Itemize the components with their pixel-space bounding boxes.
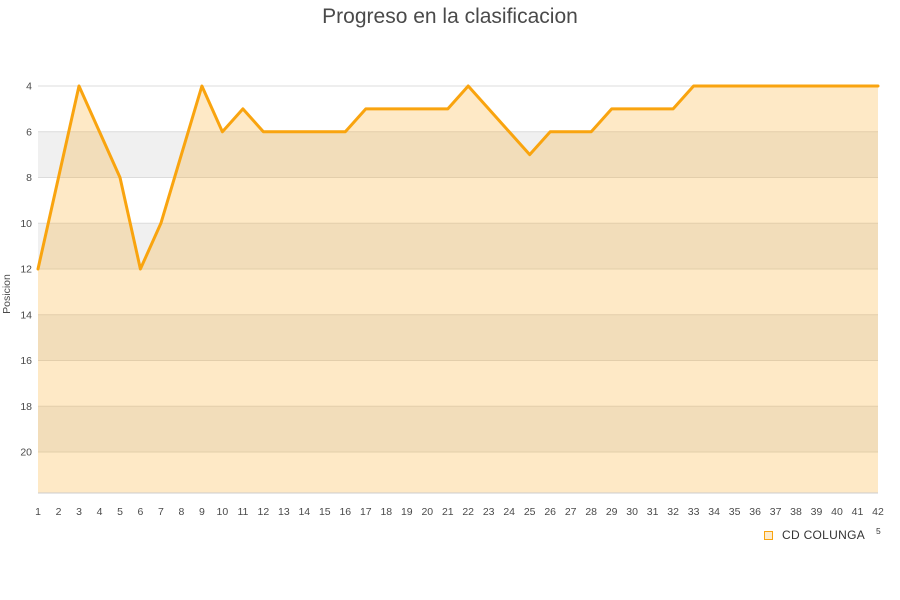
plot-band — [38, 406, 878, 452]
x-tick-label: 19 — [401, 506, 413, 518]
x-tick-label: 36 — [749, 506, 761, 518]
x-tick-label: 39 — [811, 506, 823, 518]
legend-superscript: 5 — [876, 526, 881, 536]
x-tick-label: 37 — [770, 506, 782, 518]
x-tick-label: 13 — [278, 506, 290, 518]
x-tick-label: 11 — [237, 506, 248, 518]
x-tick-label: 3 — [76, 506, 82, 518]
y-tick-label: 10 — [20, 218, 32, 230]
x-tick-label: 18 — [380, 506, 392, 518]
x-tick-label: 16 — [339, 506, 351, 518]
x-tick-label: 8 — [178, 506, 184, 518]
x-tick-label: 40 — [831, 506, 843, 518]
series-line[interactable] — [36, 84, 880, 271]
legend-item[interactable]: CD COLUNGA 5 — [764, 526, 881, 542]
x-tick-label: 41 — [852, 506, 864, 518]
y-tick-label: 14 — [20, 309, 32, 321]
x-tick-label: 14 — [298, 506, 310, 518]
y-tick-label: 16 — [20, 355, 32, 367]
y-tick-label: 18 — [20, 401, 32, 413]
y-tick-label: 12 — [20, 264, 32, 276]
legend-label: CD COLUNGA — [782, 528, 866, 542]
legend-marker-icon — [764, 530, 773, 540]
x-tick-label: 30 — [626, 506, 638, 518]
x-tick-label: 35 — [729, 506, 741, 518]
x-tick-label: 22 — [462, 506, 474, 518]
x-tick-label: 6 — [137, 506, 143, 518]
x-tick-label: 25 — [524, 506, 536, 518]
x-tick-label: 9 — [199, 506, 205, 518]
x-tick-label: 21 — [442, 506, 454, 518]
y-tick-label: 4 — [26, 81, 32, 93]
x-tick-label: 34 — [708, 506, 720, 518]
x-tick-label: 17 — [360, 506, 372, 518]
x-tick-label: 20 — [421, 506, 433, 518]
x-tick-label: 15 — [319, 506, 331, 518]
x-tick-label: 4 — [97, 506, 103, 518]
x-tick-label: 42 — [872, 506, 884, 518]
x-tick-label: 7 — [158, 506, 164, 518]
x-tick-label: 26 — [544, 506, 556, 518]
x-tick-label: 32 — [667, 506, 679, 518]
x-tick-label: 28 — [585, 506, 597, 518]
y-tick-label: 20 — [20, 447, 32, 459]
x-tick-label: 38 — [790, 506, 802, 518]
x-tick-label: 24 — [503, 506, 515, 518]
y-tick-label: 8 — [26, 172, 32, 184]
x-tick-label: 31 — [647, 506, 659, 518]
plot-band — [38, 314, 878, 361]
plot-band — [38, 223, 878, 269]
x-tick-label: 27 — [565, 506, 577, 518]
series-area — [38, 86, 878, 493]
x-tick-label: 2 — [56, 506, 62, 518]
x-tick-label: 33 — [688, 506, 700, 518]
x-tick-label: 23 — [483, 506, 495, 518]
chart-title: Progreso en la clasificacion — [322, 5, 578, 28]
x-tick-label: 1 — [35, 506, 41, 518]
x-tick-label: 29 — [606, 506, 618, 518]
x-tick-label: 5 — [117, 506, 123, 518]
x-tick-label: 12 — [258, 506, 270, 518]
y-tick-label: 6 — [26, 126, 32, 138]
x-tick-label: 10 — [217, 506, 229, 518]
